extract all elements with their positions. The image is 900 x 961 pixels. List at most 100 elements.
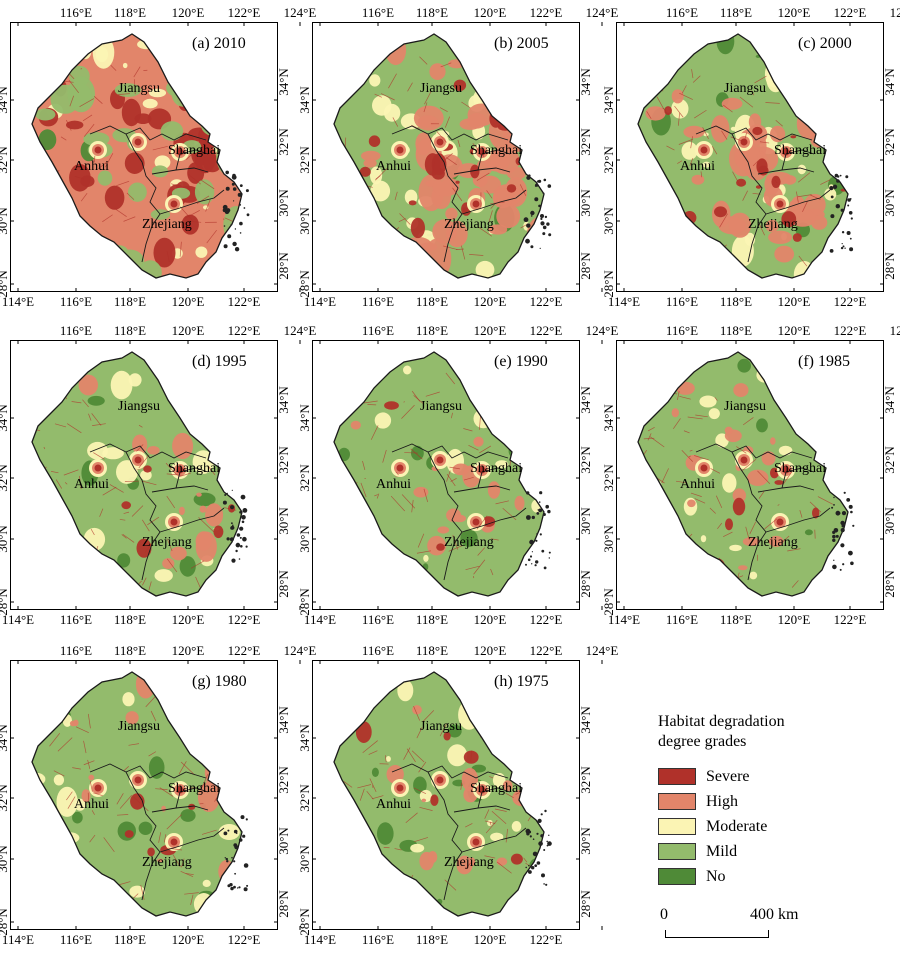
province-border [391, 763, 509, 779]
map-panel-1990: 114°E 116°E 116°E 118°E 118°E 120°E 120°E 122°E… [297, 323, 618, 627]
legend-item-moderate: Moderate [658, 814, 888, 839]
legend: Habitat degradation degree grades Severe… [658, 712, 888, 889]
province-border [159, 827, 225, 853]
province-label-zhejiang: Zhejiang [748, 535, 798, 550]
lat-tick-right: 30°N [882, 507, 897, 535]
lat-tick-left: 34°N [0, 404, 10, 432]
lat-tick-left: 32°N [297, 146, 312, 174]
province-border [175, 467, 209, 489]
lat-tick-right: 30°N [578, 189, 593, 217]
lon-tick-bottom: 120°E [778, 294, 811, 309]
map-svg-1995: 114°E 116°E 116°E 118°E 118°E 120°E 120°E 122°E… [0, 323, 316, 627]
map-frame [616, 22, 884, 292]
map-svg-2010: 114°E 116°E 116°E 118°E 118°E 120°E 120°E 122°E… [0, 5, 316, 309]
lon-tick-top: 116°E [666, 323, 698, 338]
lon-tick-bottom: 114°E [2, 294, 34, 309]
region-outline [333, 671, 545, 917]
lon-tick-bottom: 120°E [172, 294, 205, 309]
lon-tick-top: 118°E [416, 5, 448, 20]
lon-tick-bottom: 120°E [172, 612, 205, 627]
panel-label: (b) 2005 [494, 35, 549, 52]
lat-tick-left: 32°N [0, 146, 10, 174]
lat-tick-left: 34°N [0, 724, 10, 752]
lon-tick-bottom: 118°E [114, 294, 146, 309]
map-frame [10, 660, 278, 930]
lon-tick-top: 124°E [890, 323, 900, 338]
province-border [427, 451, 463, 581]
scale-bar: 0 400 km [658, 906, 808, 946]
province-label-anhui: Anhui [680, 159, 715, 174]
legend-label-moderate: Moderate [706, 817, 768, 835]
lat-tick-right: 34°N [578, 706, 593, 734]
lat-tick-left: 32°N [0, 464, 10, 492]
map-frame [312, 22, 580, 292]
lon-tick-bottom: 122°E [530, 612, 563, 627]
map-svg-1990: 114°E 116°E 116°E 118°E 118°E 120°E 120°E 122°E… [297, 323, 618, 627]
legend-swatch-mild [658, 843, 696, 860]
map-svg-2000: 114°E 116°E 116°E 118°E 118°E 120°E 120°E 122°E… [601, 5, 900, 309]
lon-tick-bottom: 118°E [114, 612, 146, 627]
lat-tick-right: 28°N [882, 570, 897, 598]
legend-swatch-severe [658, 768, 696, 785]
province-border [391, 125, 509, 141]
legend-label-high: High [706, 792, 738, 810]
lon-tick-top: 116°E [362, 5, 394, 20]
lat-tick-right: 32°N [276, 128, 291, 156]
province-label-anhui: Anhui [680, 477, 715, 492]
lat-tick-right: 30°N [276, 189, 291, 217]
lat-tick-left: 32°N [601, 146, 616, 174]
province-label-anhui: Anhui [376, 159, 411, 174]
region-outline [31, 33, 243, 279]
map-panel-2005: 114°E 116°E 116°E 118°E 118°E 120°E 120°E 122°E… [297, 5, 618, 309]
lat-tick-left: 28°N [0, 908, 10, 936]
lon-tick-top: 116°E [60, 323, 92, 338]
lat-tick-left: 28°N [601, 588, 616, 616]
lon-tick-top: 118°E [720, 5, 752, 20]
province-border [391, 443, 509, 459]
lat-tick-right: 34°N [276, 68, 291, 96]
lon-tick-bottom: 116°E [60, 294, 92, 309]
lon-tick-top: 118°E [416, 323, 448, 338]
lon-tick-top: 124°E [284, 323, 317, 338]
panel-label: (c) 2000 [798, 35, 852, 52]
province-label-shanghai: Shanghai [470, 143, 522, 158]
map-panel-2000: 114°E 116°E 116°E 118°E 118°E 120°E 120°E 122°E… [601, 5, 900, 309]
scale-bar-end-label: 400 km [750, 906, 799, 923]
province-label-jiangsu: Jiangsu [420, 719, 462, 734]
lon-tick-top: 118°E [114, 323, 146, 338]
lat-tick-right: 30°N [276, 827, 291, 855]
province-label-jiangsu: Jiangsu [118, 81, 160, 96]
lon-tick-top: 120°E [474, 643, 507, 658]
legend-swatch-moderate [658, 818, 696, 835]
lat-tick-left: 28°N [0, 588, 10, 616]
lon-tick-top: 120°E [172, 643, 205, 658]
legend-item-no: No [658, 864, 888, 889]
map-frame [312, 340, 580, 610]
lon-tick-bottom: 116°E [666, 294, 698, 309]
lon-tick-bottom: 122°E [530, 932, 563, 947]
map-panel-1995: 114°E 116°E 116°E 118°E 118°E 120°E 120°E 122°E… [0, 323, 316, 627]
province-border [765, 189, 831, 215]
lon-tick-top: 122°E [530, 323, 563, 338]
lat-tick-right: 32°N [578, 766, 593, 794]
province-border [477, 787, 511, 809]
lat-tick-right: 28°N [578, 570, 593, 598]
panel-label: (e) 1990 [494, 353, 548, 370]
lat-tick-right: 32°N [882, 128, 897, 156]
lat-tick-left: 28°N [0, 270, 10, 298]
lon-tick-bottom: 118°E [416, 932, 448, 947]
lat-tick-left: 28°N [601, 270, 616, 298]
lon-tick-bottom: 118°E [416, 294, 448, 309]
scale-bar-start-label: 0 [660, 906, 668, 923]
province-label-jiangsu: Jiangsu [724, 399, 766, 414]
province-border [175, 787, 209, 809]
province-label-shanghai: Shanghai [168, 461, 220, 476]
lat-tick-left: 30°N [0, 845, 10, 873]
lat-tick-left: 28°N [297, 588, 312, 616]
lon-tick-bottom: 122°E [228, 932, 261, 947]
lat-tick-left: 32°N [601, 464, 616, 492]
lon-tick-bottom: 120°E [172, 932, 205, 947]
province-border [159, 189, 225, 215]
legend-item-mild: Mild [658, 839, 888, 864]
lat-tick-left: 28°N [297, 908, 312, 936]
